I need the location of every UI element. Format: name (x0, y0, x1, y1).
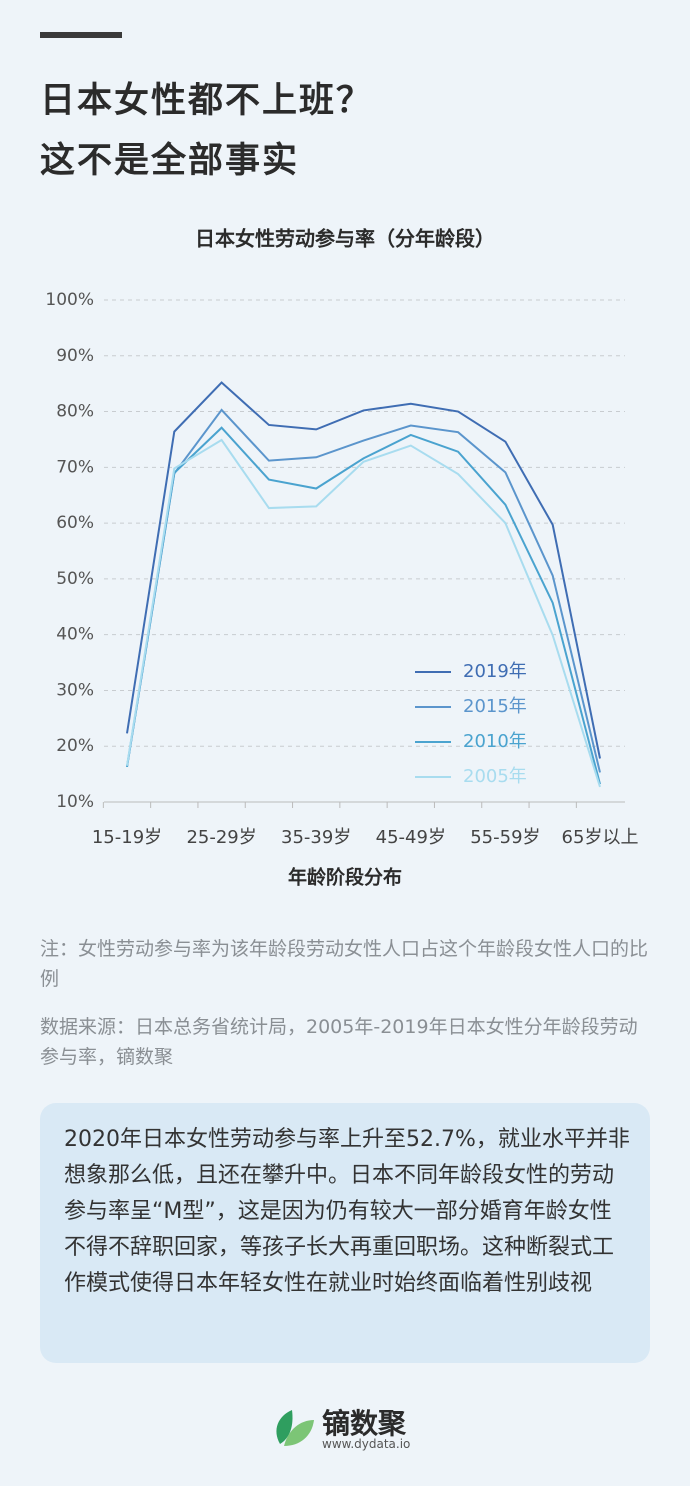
legend-label: 2005年 (463, 766, 527, 787)
x-axis-label: 年龄阶段分布 (288, 866, 402, 889)
logo-url: www.dydata.io (322, 1437, 411, 1451)
logo-icon (276, 1410, 314, 1446)
legend-label: 2019年 (463, 661, 527, 682)
legend-label: 2010年 (463, 731, 527, 752)
y-tick-label: 80% (56, 402, 94, 422)
summary-text: 2020年日本女性劳动参与率上升至52.7%，就业水平并非想象那么低，且还在攀升… (64, 1127, 630, 1296)
chart: 日本女性劳动参与率（分年龄段） 年龄阶段分布 10% 20% 30% 40% 50% 60… (45, 227, 639, 889)
source: 数据来源：日本总务省统计局，2005年-2019年日本女性分年龄段劳动参与率，镝… (40, 1016, 638, 1068)
x-tick-label: 15-19岁 (92, 827, 162, 848)
series-line (126, 438, 601, 788)
summary-box (40, 1103, 650, 1363)
note: 注：女性劳动参与率为该年龄段劳动女性人口占这个年龄段女性人口的比例 (40, 938, 649, 990)
x-tick-label: 65岁以上 (562, 827, 639, 848)
y-tick-label: 90% (56, 346, 94, 366)
y-tick-label: 50% (56, 569, 94, 589)
accent-bar (40, 32, 122, 38)
title-line: 日本女性都不上班？ (40, 81, 374, 121)
x-tick-label: 45-49岁 (376, 827, 446, 848)
chart-title: 日本女性劳动参与率（分年龄段） (195, 227, 495, 251)
x-tick-label: 35-39岁 (281, 827, 351, 848)
y-tick-label: 10% (56, 792, 94, 812)
x-tick-label: 55-59岁 (470, 827, 540, 848)
y-tick-label: 70% (56, 457, 94, 477)
title-line: 这不是全部事实 (40, 141, 300, 181)
x-tick-label: 25-29岁 (186, 827, 256, 848)
y-tick-label: 30% (56, 680, 94, 700)
y-tick-label: 60% (56, 513, 94, 533)
series-line (126, 408, 601, 773)
series-line (126, 426, 601, 785)
series-line (126, 381, 601, 759)
y-tick-label: 40% (56, 625, 94, 645)
y-tick-label: 20% (56, 736, 94, 756)
y-tick-label: 100% (45, 290, 94, 310)
logo-name: 镝数聚 (322, 1407, 407, 1440)
legend-label: 2015年 (463, 696, 527, 717)
